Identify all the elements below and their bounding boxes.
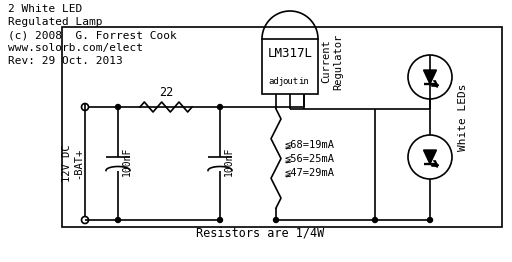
Circle shape [373,217,377,222]
Circle shape [218,105,223,110]
Polygon shape [423,150,437,164]
Text: 2 White LED: 2 White LED [8,4,82,14]
Bar [62,27,502,227]
Circle shape [116,105,120,110]
Text: 100nF: 100nF [224,147,234,176]
Circle shape [218,217,223,222]
Text: www.solorb.com/elect: www.solorb.com/elect [8,43,143,53]
Text: ≨56=25mA: ≨56=25mA [285,154,335,163]
Text: adj: adj [268,77,284,86]
Circle shape [116,217,120,222]
Text: Current
Regulator: Current Regulator [321,33,343,90]
Circle shape [428,217,433,222]
Text: White LEDs: White LEDs [458,83,468,151]
Text: (c) 2008  G. Forrest Cook: (c) 2008 G. Forrest Cook [8,30,177,40]
Text: ≨68=19mA: ≨68=19mA [285,139,335,150]
Text: Rev: 29 Oct. 2013: Rev: 29 Oct. 2013 [8,56,123,66]
Polygon shape [423,70,437,84]
Circle shape [273,217,279,222]
Text: out: out [282,77,298,86]
Text: 22: 22 [159,86,173,99]
Bar [262,39,318,94]
Text: in: in [298,77,309,86]
Text: -BAT+: -BAT+ [73,148,83,179]
Text: 100nF: 100nF [122,147,132,176]
Text: LM317L: LM317L [267,47,312,60]
Text: Regulated Lamp: Regulated Lamp [8,17,102,27]
Text: Resistors are 1/4W: Resistors are 1/4W [196,227,324,240]
Text: 12V DC: 12V DC [62,145,72,182]
Text: ≨47=29mA: ≨47=29mA [285,167,335,177]
